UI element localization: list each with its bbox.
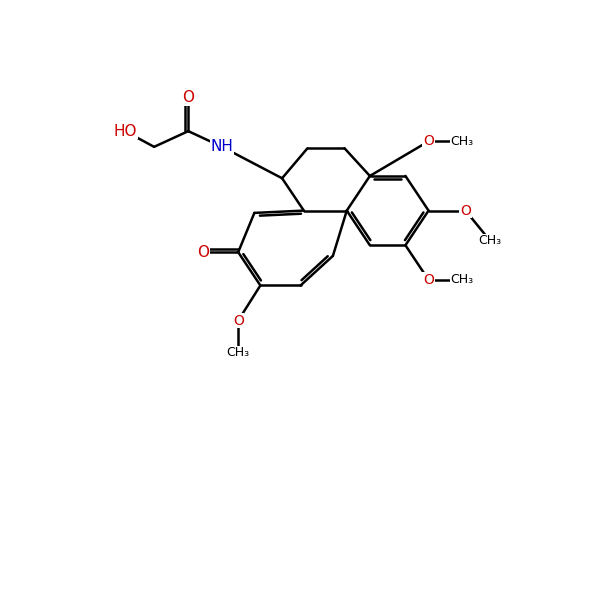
Text: O: O <box>233 314 244 328</box>
Text: O: O <box>423 273 434 287</box>
Text: O: O <box>197 245 209 260</box>
Text: HO: HO <box>113 124 137 139</box>
Text: CH₃: CH₃ <box>227 346 250 359</box>
Text: O: O <box>423 134 434 148</box>
Text: O: O <box>460 203 471 218</box>
Text: O: O <box>182 90 194 105</box>
Text: CH₃: CH₃ <box>451 274 474 286</box>
Text: CH₃: CH₃ <box>478 234 502 247</box>
Text: NH: NH <box>211 139 233 154</box>
Text: CH₃: CH₃ <box>451 135 474 148</box>
